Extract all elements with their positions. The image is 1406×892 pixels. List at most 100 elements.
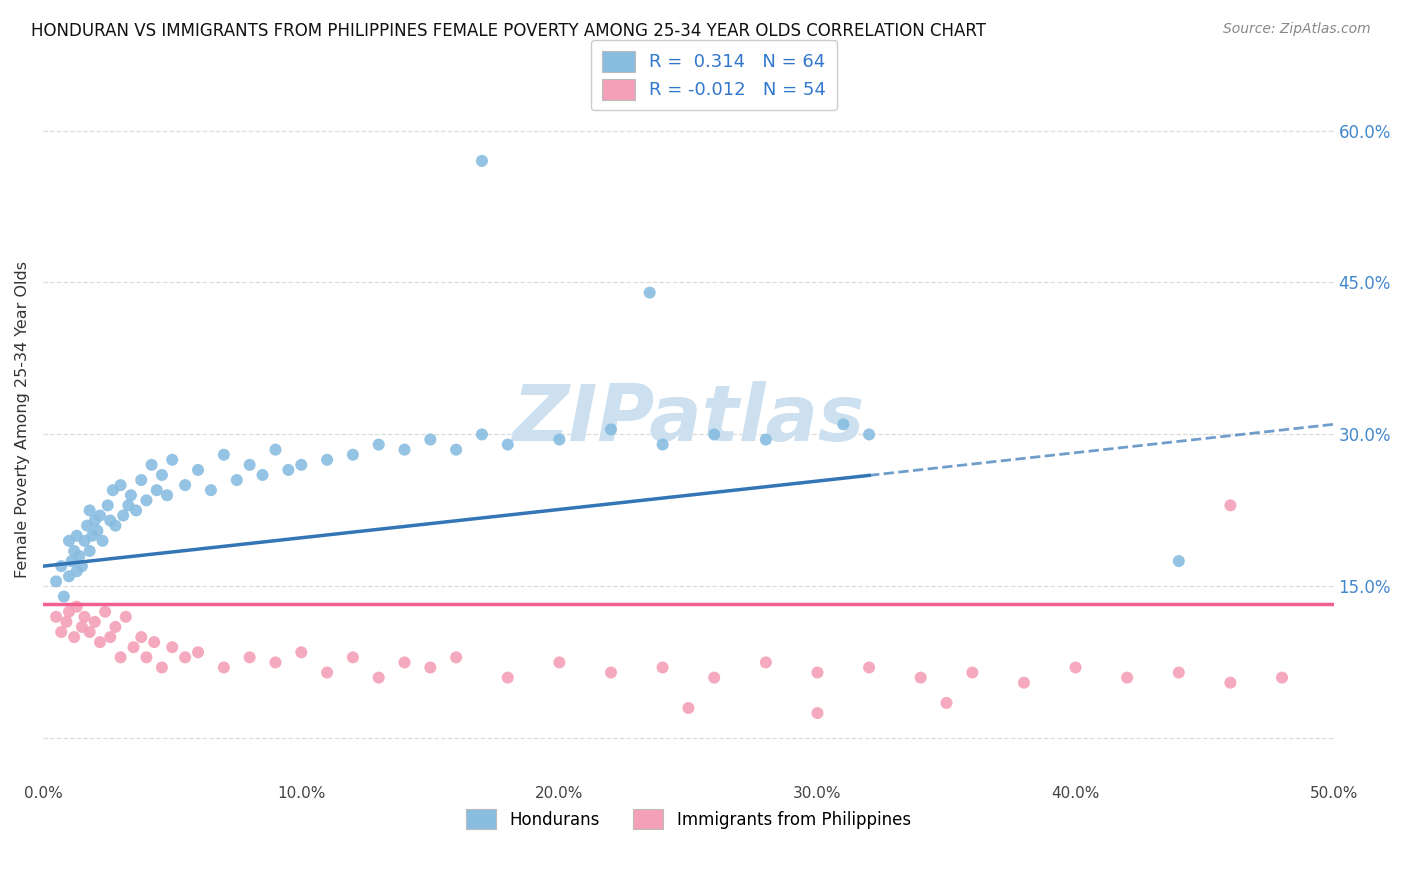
- Point: [187, 645, 209, 659]
- Point: [143, 635, 166, 649]
- Point: [97, 499, 120, 513]
- Point: [89, 635, 111, 649]
- Point: [51, 625, 73, 640]
- Point: [1167, 665, 1189, 680]
- Point: [86, 524, 108, 538]
- Point: [264, 656, 287, 670]
- Point: [52, 590, 75, 604]
- Point: [225, 473, 247, 487]
- Point: [394, 656, 416, 670]
- Point: [419, 660, 441, 674]
- Point: [444, 442, 467, 457]
- Point: [858, 660, 880, 674]
- Point: [104, 518, 127, 533]
- Point: [58, 605, 80, 619]
- Point: [162, 640, 184, 655]
- Point: [60, 554, 83, 568]
- Point: [125, 503, 148, 517]
- Point: [290, 458, 312, 472]
- Point: [755, 433, 778, 447]
- Point: [316, 452, 339, 467]
- Point: [239, 650, 262, 665]
- Point: [135, 650, 157, 665]
- Point: [174, 650, 197, 665]
- Point: [806, 665, 828, 680]
- Point: [1219, 675, 1241, 690]
- Point: [755, 656, 778, 670]
- Point: [277, 463, 299, 477]
- Point: [110, 650, 132, 665]
- Point: [212, 660, 235, 674]
- Text: ZIPatlas: ZIPatlas: [512, 381, 865, 458]
- Point: [70, 620, 93, 634]
- Point: [600, 422, 623, 436]
- Point: [91, 533, 114, 548]
- Text: Source: ZipAtlas.com: Source: ZipAtlas.com: [1223, 22, 1371, 37]
- Point: [1219, 499, 1241, 513]
- Point: [496, 671, 519, 685]
- Point: [471, 153, 494, 168]
- Point: [910, 671, 932, 685]
- Point: [66, 529, 89, 543]
- Point: [58, 569, 80, 583]
- Point: [79, 503, 101, 517]
- Point: [264, 442, 287, 457]
- Point: [135, 493, 157, 508]
- Point: [66, 564, 89, 578]
- Point: [55, 615, 77, 629]
- Point: [162, 452, 184, 467]
- Point: [112, 508, 135, 523]
- Point: [70, 559, 93, 574]
- Point: [120, 488, 142, 502]
- Point: [342, 448, 364, 462]
- Point: [806, 706, 828, 720]
- Point: [98, 514, 121, 528]
- Point: [114, 609, 136, 624]
- Point: [94, 605, 117, 619]
- Point: [63, 544, 86, 558]
- Point: [51, 559, 73, 574]
- Legend: Hondurans, Immigrants from Philippines: Hondurans, Immigrants from Philippines: [460, 803, 917, 835]
- Point: [187, 463, 209, 477]
- Point: [66, 599, 89, 614]
- Point: [89, 508, 111, 523]
- Point: [73, 609, 96, 624]
- Point: [1167, 554, 1189, 568]
- Point: [82, 529, 104, 543]
- Point: [45, 574, 67, 589]
- Text: HONDURAN VS IMMIGRANTS FROM PHILIPPINES FEMALE POVERTY AMONG 25-34 YEAR OLDS COR: HONDURAN VS IMMIGRANTS FROM PHILIPPINES …: [31, 22, 986, 40]
- Point: [212, 448, 235, 462]
- Point: [496, 437, 519, 451]
- Point: [832, 417, 855, 432]
- Point: [419, 433, 441, 447]
- Point: [200, 483, 222, 498]
- Point: [145, 483, 167, 498]
- Point: [962, 665, 984, 680]
- Point: [678, 701, 700, 715]
- Point: [98, 630, 121, 644]
- Point: [1064, 660, 1087, 674]
- Point: [935, 696, 957, 710]
- Point: [63, 630, 86, 644]
- Point: [290, 645, 312, 659]
- Point: [1271, 671, 1294, 685]
- Point: [703, 671, 725, 685]
- Point: [1012, 675, 1035, 690]
- Point: [83, 514, 105, 528]
- Point: [367, 671, 389, 685]
- Point: [367, 437, 389, 451]
- Point: [122, 640, 145, 655]
- Point: [79, 625, 101, 640]
- Point: [104, 620, 127, 634]
- Point: [129, 630, 152, 644]
- Point: [58, 533, 80, 548]
- Point: [129, 473, 152, 487]
- Point: [76, 518, 98, 533]
- Point: [548, 433, 571, 447]
- Point: [1116, 671, 1139, 685]
- Point: [117, 499, 139, 513]
- Point: [638, 285, 661, 300]
- Point: [150, 660, 173, 674]
- Point: [239, 458, 262, 472]
- Point: [252, 467, 274, 482]
